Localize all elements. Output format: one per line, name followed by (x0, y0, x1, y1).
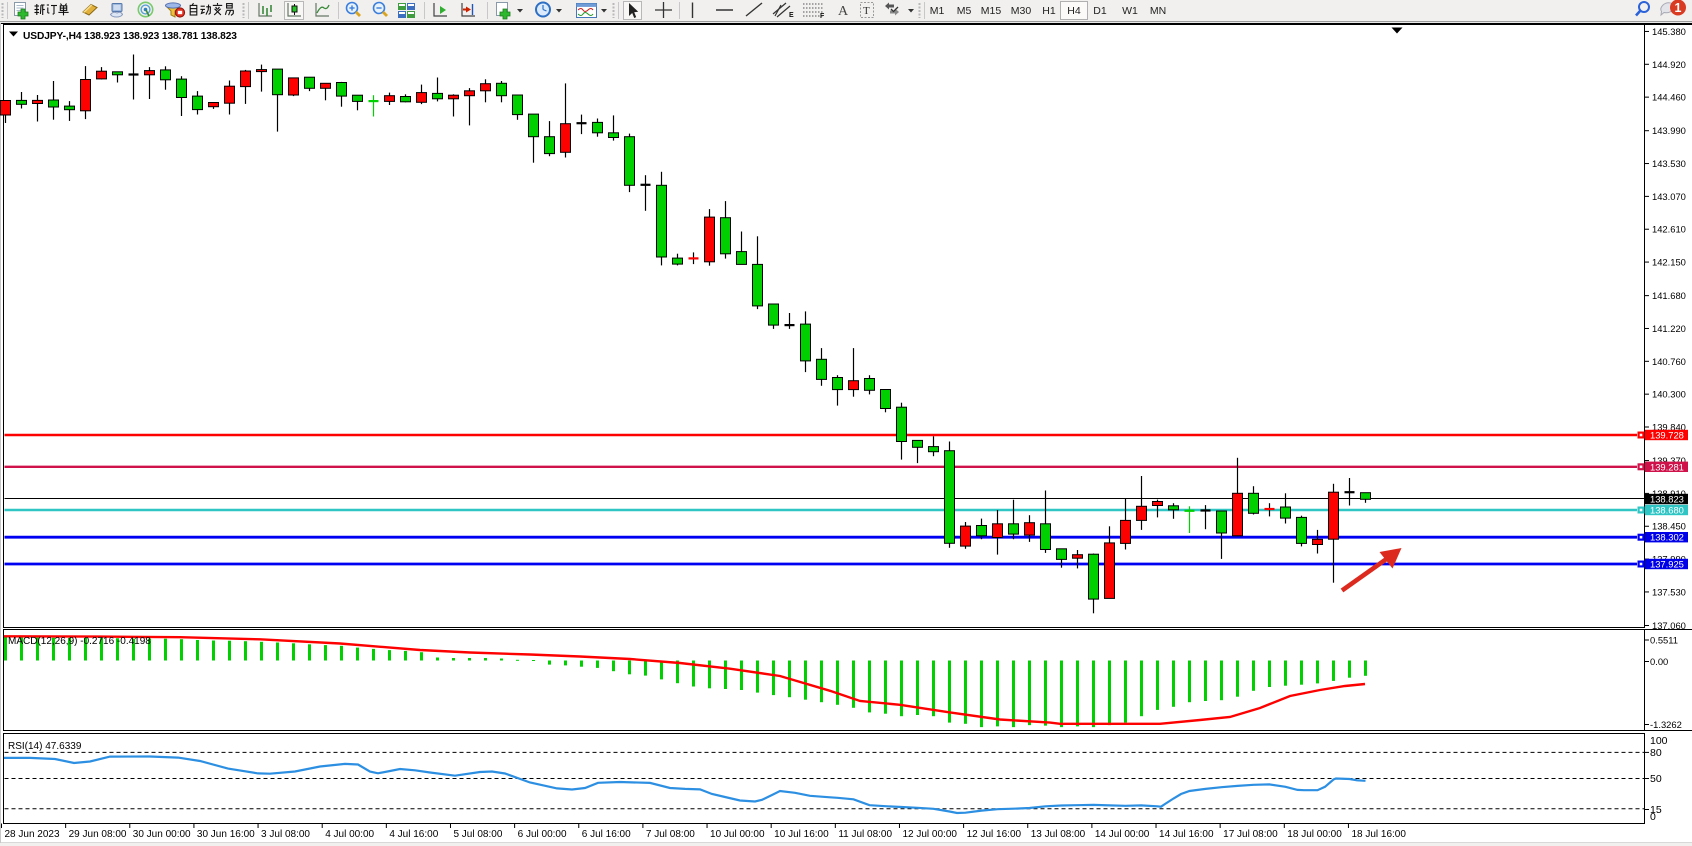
svg-text:MACD(12,26,9) -0.2716 -0.4198: MACD(12,26,9) -0.2716 -0.4198 (8, 636, 151, 647)
svg-text:139.281: 139.281 (1650, 461, 1684, 472)
svg-text:142.150: 142.150 (1652, 257, 1686, 268)
svg-text:142.610: 142.610 (1652, 224, 1686, 235)
svg-text:A: A (838, 4, 849, 19)
svg-text:T: T (863, 5, 870, 17)
svg-text:137.060: 137.060 (1652, 620, 1686, 631)
svg-text:F: F (820, 13, 825, 20)
svg-text:M15: M15 (981, 5, 1002, 17)
svg-text:M1: M1 (930, 5, 945, 17)
svg-text:138.450: 138.450 (1652, 521, 1686, 532)
svg-text:10 Jul 16:00: 10 Jul 16:00 (774, 829, 829, 840)
svg-text:13 Jul 08:00: 13 Jul 08:00 (1031, 829, 1086, 840)
svg-text:138.302: 138.302 (1650, 532, 1684, 543)
svg-text:141.680: 141.680 (1652, 290, 1686, 301)
svg-text:0: 0 (1650, 811, 1656, 823)
svg-text:H1: H1 (1042, 5, 1056, 17)
svg-text:12 Jul 16:00: 12 Jul 16:00 (967, 829, 1022, 840)
svg-text:RSI(14) 47.6339: RSI(14) 47.6339 (8, 741, 82, 752)
svg-text:W1: W1 (1122, 5, 1138, 17)
svg-text:D1: D1 (1093, 5, 1107, 17)
svg-text:145.380: 145.380 (1652, 26, 1686, 37)
svg-text:137.530: 137.530 (1652, 586, 1686, 597)
svg-text:6 Jul 16:00: 6 Jul 16:00 (582, 829, 631, 840)
svg-text:18 Jul 00:00: 18 Jul 00:00 (1287, 829, 1342, 840)
svg-text:80: 80 (1650, 747, 1662, 759)
svg-text:4 Jul 00:00: 4 Jul 00:00 (325, 829, 374, 840)
svg-text:M5: M5 (957, 5, 972, 17)
svg-text:144.460: 144.460 (1652, 92, 1686, 103)
svg-text:30 Jun 16:00: 30 Jun 16:00 (197, 829, 255, 840)
svg-text:139.728: 139.728 (1650, 430, 1684, 441)
svg-text:137.925: 137.925 (1650, 559, 1684, 570)
svg-text:H4: H4 (1067, 5, 1081, 17)
svg-text:0.00: 0.00 (1650, 656, 1668, 667)
svg-text:140.760: 140.760 (1652, 356, 1686, 367)
svg-text:138.823: 138.823 (1650, 494, 1684, 505)
svg-text:139.840: 139.840 (1652, 422, 1686, 433)
svg-text:12 Jul 00:00: 12 Jul 00:00 (902, 829, 957, 840)
svg-text:28 Jun 2023: 28 Jun 2023 (5, 829, 60, 840)
svg-text:4 Jul 16:00: 4 Jul 16:00 (389, 829, 438, 840)
svg-text:3 Jul 08:00: 3 Jul 08:00 (261, 829, 310, 840)
svg-text:141.220: 141.220 (1652, 323, 1686, 334)
svg-text:MN: MN (1150, 5, 1166, 17)
svg-text:11 Jul 08:00: 11 Jul 08:00 (838, 829, 892, 840)
svg-text:10 Jul 00:00: 10 Jul 00:00 (710, 829, 765, 840)
svg-text:5 Jul 08:00: 5 Jul 08:00 (453, 829, 502, 840)
svg-text:7 Jul 08:00: 7 Jul 08:00 (646, 829, 695, 840)
svg-text:14 Jul 00:00: 14 Jul 00:00 (1095, 829, 1150, 840)
svg-text:140.300: 140.300 (1652, 389, 1686, 400)
svg-text:144.920: 144.920 (1652, 59, 1686, 70)
svg-text:1: 1 (1675, 1, 1682, 15)
svg-text:M30: M30 (1011, 5, 1032, 17)
svg-text:138.910: 138.910 (1652, 488, 1686, 499)
svg-text:143.990: 143.990 (1652, 125, 1686, 136)
svg-text:100: 100 (1650, 735, 1668, 747)
svg-text:17 Jul 08:00: 17 Jul 08:00 (1223, 829, 1278, 840)
svg-text:E: E (789, 12, 794, 19)
svg-text:-1.3262: -1.3262 (1650, 719, 1682, 730)
svg-text:143.530: 143.530 (1652, 158, 1686, 169)
svg-text:30 Jun 00:00: 30 Jun 00:00 (133, 829, 191, 840)
svg-text:138.680: 138.680 (1650, 505, 1684, 516)
svg-text:143.070: 143.070 (1652, 191, 1686, 202)
svg-text:15: 15 (1650, 804, 1662, 816)
svg-text:USDJPY-,H4 138.923 138.923 13: USDJPY-,H4 138.923 138.923 138.781 138.8… (23, 31, 237, 42)
svg-text:29 Jun 08:00: 29 Jun 08:00 (69, 829, 127, 840)
svg-text:18 Jul 16:00: 18 Jul 16:00 (1351, 829, 1406, 840)
svg-text:14 Jul 16:00: 14 Jul 16:00 (1159, 829, 1214, 840)
svg-text:0.5511: 0.5511 (1650, 635, 1678, 646)
svg-text:50: 50 (1650, 773, 1662, 785)
svg-text:6 Jul 00:00: 6 Jul 00:00 (518, 829, 567, 840)
svg-text:139.370: 139.370 (1652, 455, 1686, 466)
